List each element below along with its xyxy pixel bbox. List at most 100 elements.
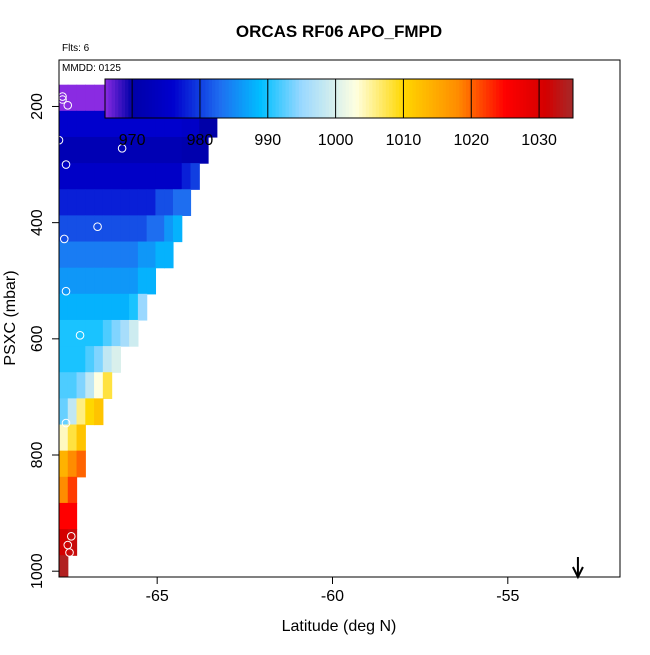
x-tick-label: -55: [496, 588, 519, 605]
colorbar-swatch: [375, 79, 380, 118]
heatmap-cell: [102, 110, 113, 138]
colorbar-swatch: [302, 79, 307, 118]
plot-layer: [59, 84, 584, 580]
heatmap-cell: [129, 319, 139, 347]
heatmap-cell: [146, 241, 157, 269]
heatmap-cell: [85, 136, 95, 164]
colorbar-swatch: [165, 79, 170, 118]
colorbar-swatch: [482, 79, 487, 118]
colorbar-swatch: [201, 79, 206, 118]
sample-point: [93, 222, 102, 232]
colorbar-swatch: [382, 79, 387, 118]
heatmap-cell: [155, 136, 165, 164]
colorbar-swatch: [549, 79, 554, 118]
heatmap-cell: [181, 163, 192, 190]
colorbar-swatch: [395, 79, 400, 118]
colorbar-swatch: [486, 79, 490, 118]
colorbar-swatch: [369, 79, 373, 118]
colorbar-swatch: [225, 79, 230, 118]
heatmap-cell: [172, 136, 183, 164]
colorbar-swatch: [205, 79, 210, 118]
heatmap-cell: [67, 189, 78, 216]
heatmap-cell: [164, 110, 174, 138]
heatmap-cell: [67, 215, 78, 243]
sample-point: [65, 548, 74, 557]
colorbar-swatch: [516, 79, 521, 118]
colorbar: 970 980 990 1000 1010 1020 1030: [104, 78, 574, 149]
heatmap-cell: [172, 215, 183, 243]
colorbar-swatch: [138, 79, 143, 118]
colorbar-swatch: [141, 79, 146, 118]
heatmap-cell: [102, 241, 113, 269]
heatmap-cell: [59, 502, 69, 530]
y-tick-label: 200: [29, 93, 46, 120]
colorbar-swatch: [161, 79, 166, 118]
colorbar-swatch: [128, 79, 133, 118]
colorbar-swatch: [459, 79, 464, 118]
heatmap-cell: [129, 241, 139, 269]
heatmap-cell: [76, 84, 86, 112]
heatmap-cell: [59, 555, 69, 577]
heatmap-cell: [85, 189, 95, 216]
colorbar-swatch: [442, 79, 447, 118]
heatmap-cell: [111, 110, 121, 138]
heatmap-cell: [94, 267, 104, 295]
heatmap-cell: [67, 241, 78, 269]
colorbar-swatch: [379, 79, 383, 118]
colorbar-swatch: [245, 79, 250, 118]
heatmap-cell: [181, 189, 192, 216]
heatmap-cell: [102, 293, 113, 321]
heatmap-cell: [164, 189, 174, 216]
colorbar-swatch: [292, 79, 297, 118]
colorbar-swatch: [118, 79, 123, 118]
colorbar-swatch: [509, 79, 514, 118]
colorbar-swatch: [412, 79, 417, 118]
sample-point: [61, 286, 71, 296]
heatmap-cell: [67, 84, 78, 112]
colorbar-swatch: [111, 79, 116, 118]
sample-point: [61, 160, 71, 169]
heatmap-cell: [59, 189, 69, 216]
heatmap-cell: [67, 476, 78, 504]
colorbar-swatch: [449, 79, 454, 118]
heatmap-cell: [85, 84, 95, 112]
heatmap-cell: [94, 136, 104, 164]
colorbar-swatch: [235, 79, 240, 118]
heatmap-cell: [137, 110, 148, 138]
colorbar-swatch: [198, 79, 203, 118]
colorbar-swatch: [318, 79, 323, 118]
colorbar-swatch: [332, 79, 337, 118]
heatmap-cell: [59, 84, 69, 112]
heatmap-cell: [190, 136, 200, 164]
heatmap-cell: [59, 346, 69, 373]
heatmap-cell: [199, 110, 209, 138]
heatmap-cell: [59, 110, 69, 138]
heatmap-cell: [164, 215, 174, 243]
heatmap-cell: [85, 110, 95, 138]
colorbar-swatch: [278, 79, 283, 118]
heatmap-cell: [102, 267, 113, 295]
heatmap-cell: [94, 110, 104, 138]
arrow-marker: [572, 557, 584, 580]
colorbar-swatch: [365, 79, 370, 118]
colorbar-swatch: [352, 79, 357, 118]
heatmap-cell: [76, 163, 86, 190]
colorbar-swatch: [472, 79, 477, 118]
heatmap-cell: [59, 293, 69, 321]
heatmap-cell: [76, 215, 86, 243]
colorbar-swatch: [105, 79, 109, 118]
heatmap-cell: [67, 372, 78, 399]
heatmap-cell: [137, 215, 148, 243]
sample-point: [63, 101, 73, 110]
colorbar-tick-label: 1030: [521, 132, 557, 149]
colorbar-swatch: [252, 79, 256, 118]
heatmap-cell: [146, 189, 157, 216]
heatmap-cell: [59, 241, 69, 269]
heatmap-cell: [67, 424, 78, 452]
heatmap-cell: [76, 398, 86, 426]
heatmap-cell: [67, 529, 78, 556]
colorbar-swatch: [288, 79, 293, 118]
colorbar-swatch: [355, 79, 360, 118]
colorbar-swatch: [125, 79, 129, 118]
